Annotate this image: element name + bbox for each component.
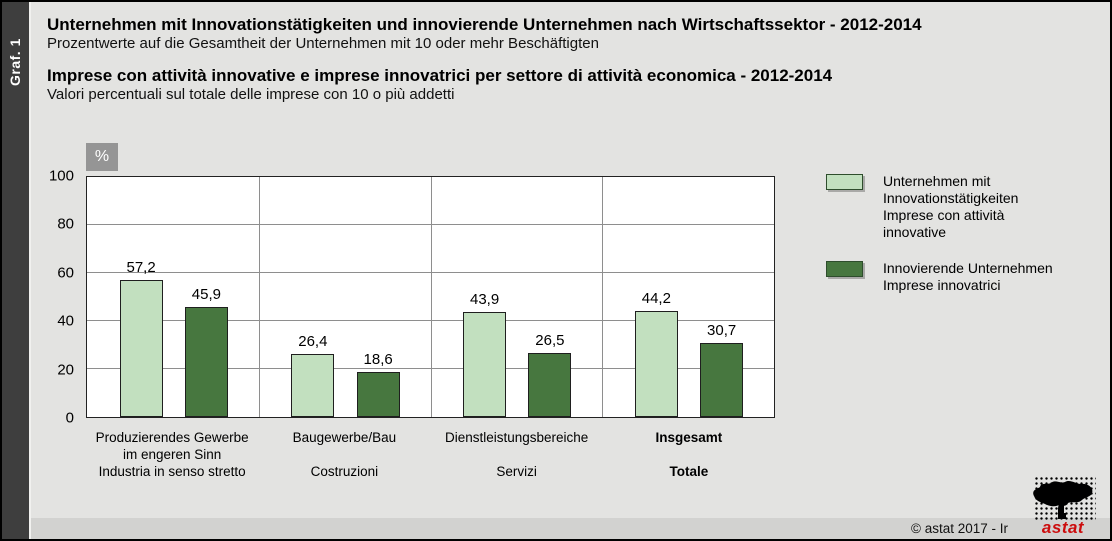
unit-badge: % (86, 143, 118, 171)
category-line: Produzierendes Gewerbe (95, 430, 249, 445)
category-line: Dienstleistungsbereiche (444, 430, 589, 445)
copyright-note: © astat 2017 - Ir (911, 521, 1008, 536)
bar-value-label: 57,2 (126, 258, 156, 276)
bar (700, 343, 744, 417)
legend-item: Unternehmen mit Innovationstätigkeiten Imp… (826, 173, 1096, 241)
astat-logo: astat (1028, 476, 1098, 538)
astat-logo-text: astat (1041, 518, 1085, 537)
category-line: Baugewerbe/Bau (292, 430, 397, 445)
category-line: Totale (669, 464, 709, 479)
category-line: Insgesamt (655, 430, 723, 445)
legend-line: Imprese innovatrici (883, 277, 1001, 293)
y-tick-label: 60 (57, 264, 74, 282)
graf-number-label: Graf. 1 (7, 38, 23, 86)
bar-value-label: 26,5 (535, 332, 565, 350)
y-axis: 100 80 60 40 20 0 (30, 168, 80, 427)
category-label: Insgesamt Totale (603, 429, 775, 480)
legend: Unternehmen mit Innovationstätigkeiten Imp… (826, 173, 1096, 313)
bar (634, 310, 678, 417)
category-line (603, 446, 775, 463)
header: Unternehmen mit Innovationstätigkeiten u… (47, 15, 1100, 104)
legend-line: Unternehmen mit (883, 173, 991, 189)
bar (291, 353, 335, 417)
v-gridline (430, 177, 432, 417)
category-line: im engeren Sinn (122, 447, 222, 462)
bar-value-label: 45,9 (191, 285, 221, 303)
plot-area: 57,2 26,4 43,9 44,2 45,9 18,6 26,5 30,7 (86, 176, 775, 418)
subtitle-german: Prozentwerte auf die Gesamtheit der Unte… (47, 35, 599, 52)
title-german: Unternehmen mit Innovationstätigkeiten u… (47, 15, 922, 34)
bar (463, 311, 507, 417)
y-tick-label: 40 (57, 312, 74, 330)
title-italian: Imprese con attività innovative e impres… (47, 66, 833, 85)
legend-line: Imprese con attività (883, 207, 1005, 223)
category-line (431, 446, 603, 463)
legend-line: Innovierende Unternehmen (883, 260, 1053, 276)
bar (119, 279, 163, 417)
south-tyrol-map-icon (1033, 481, 1093, 519)
bar-value-label: 18,6 (363, 351, 393, 369)
category-label: Baugewerbe/Bau Costruzioni (258, 429, 430, 480)
category-axis: Produzierendes Gewerbe im engeren Sinn Ind… (86, 429, 775, 480)
bar (184, 306, 228, 417)
y-tick-label: 80 (57, 215, 74, 233)
bar-value-label: 26,4 (298, 332, 328, 350)
category-line: Costruzioni (310, 464, 379, 479)
legend-swatch (826, 174, 863, 190)
legend-label: Unternehmen mit Innovationstätigkeiten Imp… (883, 173, 1018, 241)
category-line: Industria in senso stretto (98, 464, 246, 479)
graf-number-tab: Graf. 1 (2, 2, 31, 539)
y-tick-label: 0 (65, 409, 74, 427)
legend-line: Innovationstätigkeiten (883, 190, 1019, 206)
bar-value-label: 44,2 (641, 289, 671, 307)
bar-value-label: 30,7 (707, 322, 737, 340)
y-tick-label: 100 (48, 167, 74, 185)
bar (356, 372, 400, 417)
subtitle-italian: Valori percentuali sul totale delle impr… (47, 86, 455, 103)
bar-value-label: 43,9 (469, 290, 500, 308)
legend-item: Innovierende Unternehmen Imprese innovatr… (826, 260, 1096, 294)
v-gridline (258, 177, 260, 417)
v-gridline (602, 177, 604, 417)
footer-strip (31, 518, 1110, 539)
category-label: Produzierendes Gewerbe im engeren Sinn Ind… (86, 429, 258, 480)
legend-swatch (826, 261, 863, 277)
legend-label: Innovierende Unternehmen Imprese innovatr… (883, 260, 1053, 294)
bar (528, 353, 572, 417)
category-label: Dienstleistungsbereiche Servizi (431, 429, 603, 480)
y-tick-label: 20 (57, 361, 74, 379)
category-line: Servizi (496, 464, 537, 479)
legend-line: innovative (883, 224, 947, 240)
category-line (258, 446, 430, 463)
